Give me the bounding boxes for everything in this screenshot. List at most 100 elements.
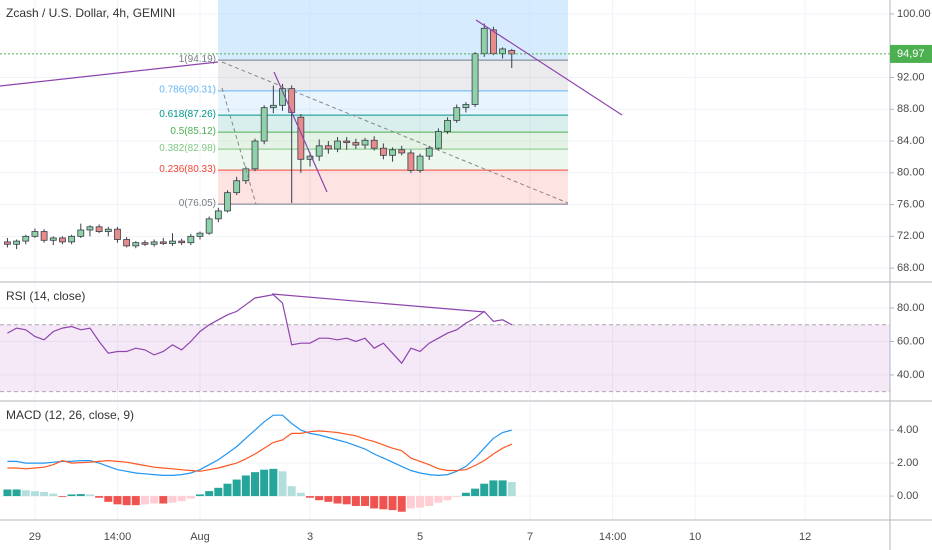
fib-label: 0.382(82.98) bbox=[159, 143, 216, 154]
rsi-line bbox=[7, 294, 513, 365]
histogram-bar bbox=[388, 496, 397, 511]
fib-top-zone bbox=[218, 0, 568, 61]
candle-body bbox=[86, 226, 94, 231]
x-tick-label: 12 bbox=[799, 531, 811, 543]
y-tick-label: 76.00 bbox=[897, 198, 925, 210]
y-tick-label: 88.00 bbox=[897, 103, 925, 115]
drawings bbox=[0, 19, 623, 313]
y-tick-label: 2.00 bbox=[897, 457, 918, 469]
candle-body bbox=[214, 210, 222, 220]
fib-label: 0.618(87.26) bbox=[159, 109, 216, 120]
histogram-bar bbox=[306, 496, 315, 498]
histogram-bar bbox=[241, 475, 250, 497]
marks-layer bbox=[0, 23, 890, 512]
histogram-bar bbox=[351, 496, 360, 506]
histogram-bar bbox=[85, 494, 94, 497]
histogram-bar bbox=[76, 494, 85, 497]
candle-body bbox=[490, 29, 497, 55]
histogram-bar bbox=[269, 468, 278, 497]
under-layer bbox=[0, 0, 890, 520]
fib-label: 0.236(80.33) bbox=[159, 164, 216, 175]
x-tick-label: 5 bbox=[417, 531, 423, 543]
candle-body bbox=[343, 140, 351, 144]
x-tick-label: 3 bbox=[307, 531, 313, 543]
histogram-bar bbox=[480, 483, 489, 497]
candle-body bbox=[123, 239, 131, 247]
histogram-bar bbox=[324, 496, 333, 502]
candle-body bbox=[315, 145, 323, 157]
candle-body bbox=[49, 237, 57, 241]
histogram-bar bbox=[397, 496, 406, 512]
y-tick-label: 0.00 bbox=[897, 490, 918, 502]
fib-zone bbox=[218, 90, 568, 116]
x-tick-label: 14:00 bbox=[599, 531, 627, 543]
histogram-bar bbox=[168, 496, 177, 503]
candle-body bbox=[334, 140, 341, 150]
last-price-label: 94,97 bbox=[897, 48, 925, 60]
y-tick-label: 4.00 bbox=[897, 424, 918, 436]
fib-zone bbox=[218, 170, 568, 205]
candle-body bbox=[269, 104, 277, 109]
histogram-bar bbox=[416, 496, 425, 508]
candle-body bbox=[77, 229, 85, 237]
fib-label: 0(76.05) bbox=[179, 198, 216, 209]
histogram-bar bbox=[498, 480, 507, 497]
y-tick-label: 40.00 bbox=[897, 369, 925, 381]
trend-line bbox=[273, 71, 328, 193]
rsi-band bbox=[0, 324, 890, 392]
candle-body bbox=[361, 139, 369, 146]
candle-body bbox=[68, 235, 76, 243]
candle-body bbox=[471, 53, 479, 105]
y-tick-label: 80.00 bbox=[897, 167, 925, 179]
fib-label: 0.786(90.31) bbox=[159, 85, 216, 96]
candle-body bbox=[169, 240, 176, 244]
x-tick-label: Aug bbox=[190, 531, 210, 543]
candle-body bbox=[4, 241, 11, 245]
histogram-bar bbox=[296, 492, 305, 497]
histogram-bar bbox=[251, 472, 260, 497]
histogram-bar bbox=[150, 496, 159, 504]
candle-body bbox=[480, 27, 488, 55]
histogram-bar bbox=[223, 483, 232, 497]
histogram-bar bbox=[278, 471, 287, 497]
histogram-bar bbox=[434, 496, 443, 503]
candle-body bbox=[434, 131, 442, 149]
candle-body bbox=[288, 88, 296, 113]
histogram-bar bbox=[12, 489, 21, 497]
candle-body bbox=[306, 155, 314, 160]
histogram-bar bbox=[425, 496, 434, 506]
candle-body bbox=[13, 240, 20, 245]
fib-zone bbox=[218, 60, 568, 91]
candle-body bbox=[141, 242, 149, 245]
histogram-bar bbox=[214, 487, 223, 497]
candle-body bbox=[352, 142, 360, 146]
histogram-bar bbox=[177, 496, 186, 502]
candle-body bbox=[389, 149, 396, 156]
histogram-bar bbox=[287, 486, 296, 497]
candle-body bbox=[416, 155, 424, 171]
histogram-bar bbox=[342, 496, 351, 505]
candle-body bbox=[224, 192, 231, 212]
candle-body bbox=[159, 241, 167, 244]
last-price-tag bbox=[890, 44, 932, 63]
histogram-bar bbox=[122, 496, 131, 506]
candle-body bbox=[132, 242, 140, 247]
labels-layer: 29 14:00 Aug 3 5 7 14:00 10 12 Zcash / U.S. Dolla… bbox=[6, 6, 932, 543]
histogram-bar bbox=[260, 469, 269, 497]
candle-body bbox=[178, 240, 186, 244]
histogram-bar bbox=[489, 480, 498, 497]
x-tick-label: 29 bbox=[29, 531, 41, 543]
candle-body bbox=[462, 104, 470, 109]
histogram-bar bbox=[205, 491, 214, 497]
candle-body bbox=[205, 218, 213, 234]
macd-line bbox=[7, 430, 513, 472]
y-tick-label: 68.00 bbox=[897, 262, 925, 274]
candle-body bbox=[407, 152, 415, 171]
candle-body bbox=[104, 228, 112, 232]
histogram-bar bbox=[370, 496, 379, 509]
histogram-bar bbox=[40, 491, 49, 497]
candle-body bbox=[444, 119, 451, 132]
y-tick-label: 100.00 bbox=[897, 8, 931, 20]
histogram-bar bbox=[507, 482, 516, 497]
fib-zone bbox=[218, 132, 568, 150]
